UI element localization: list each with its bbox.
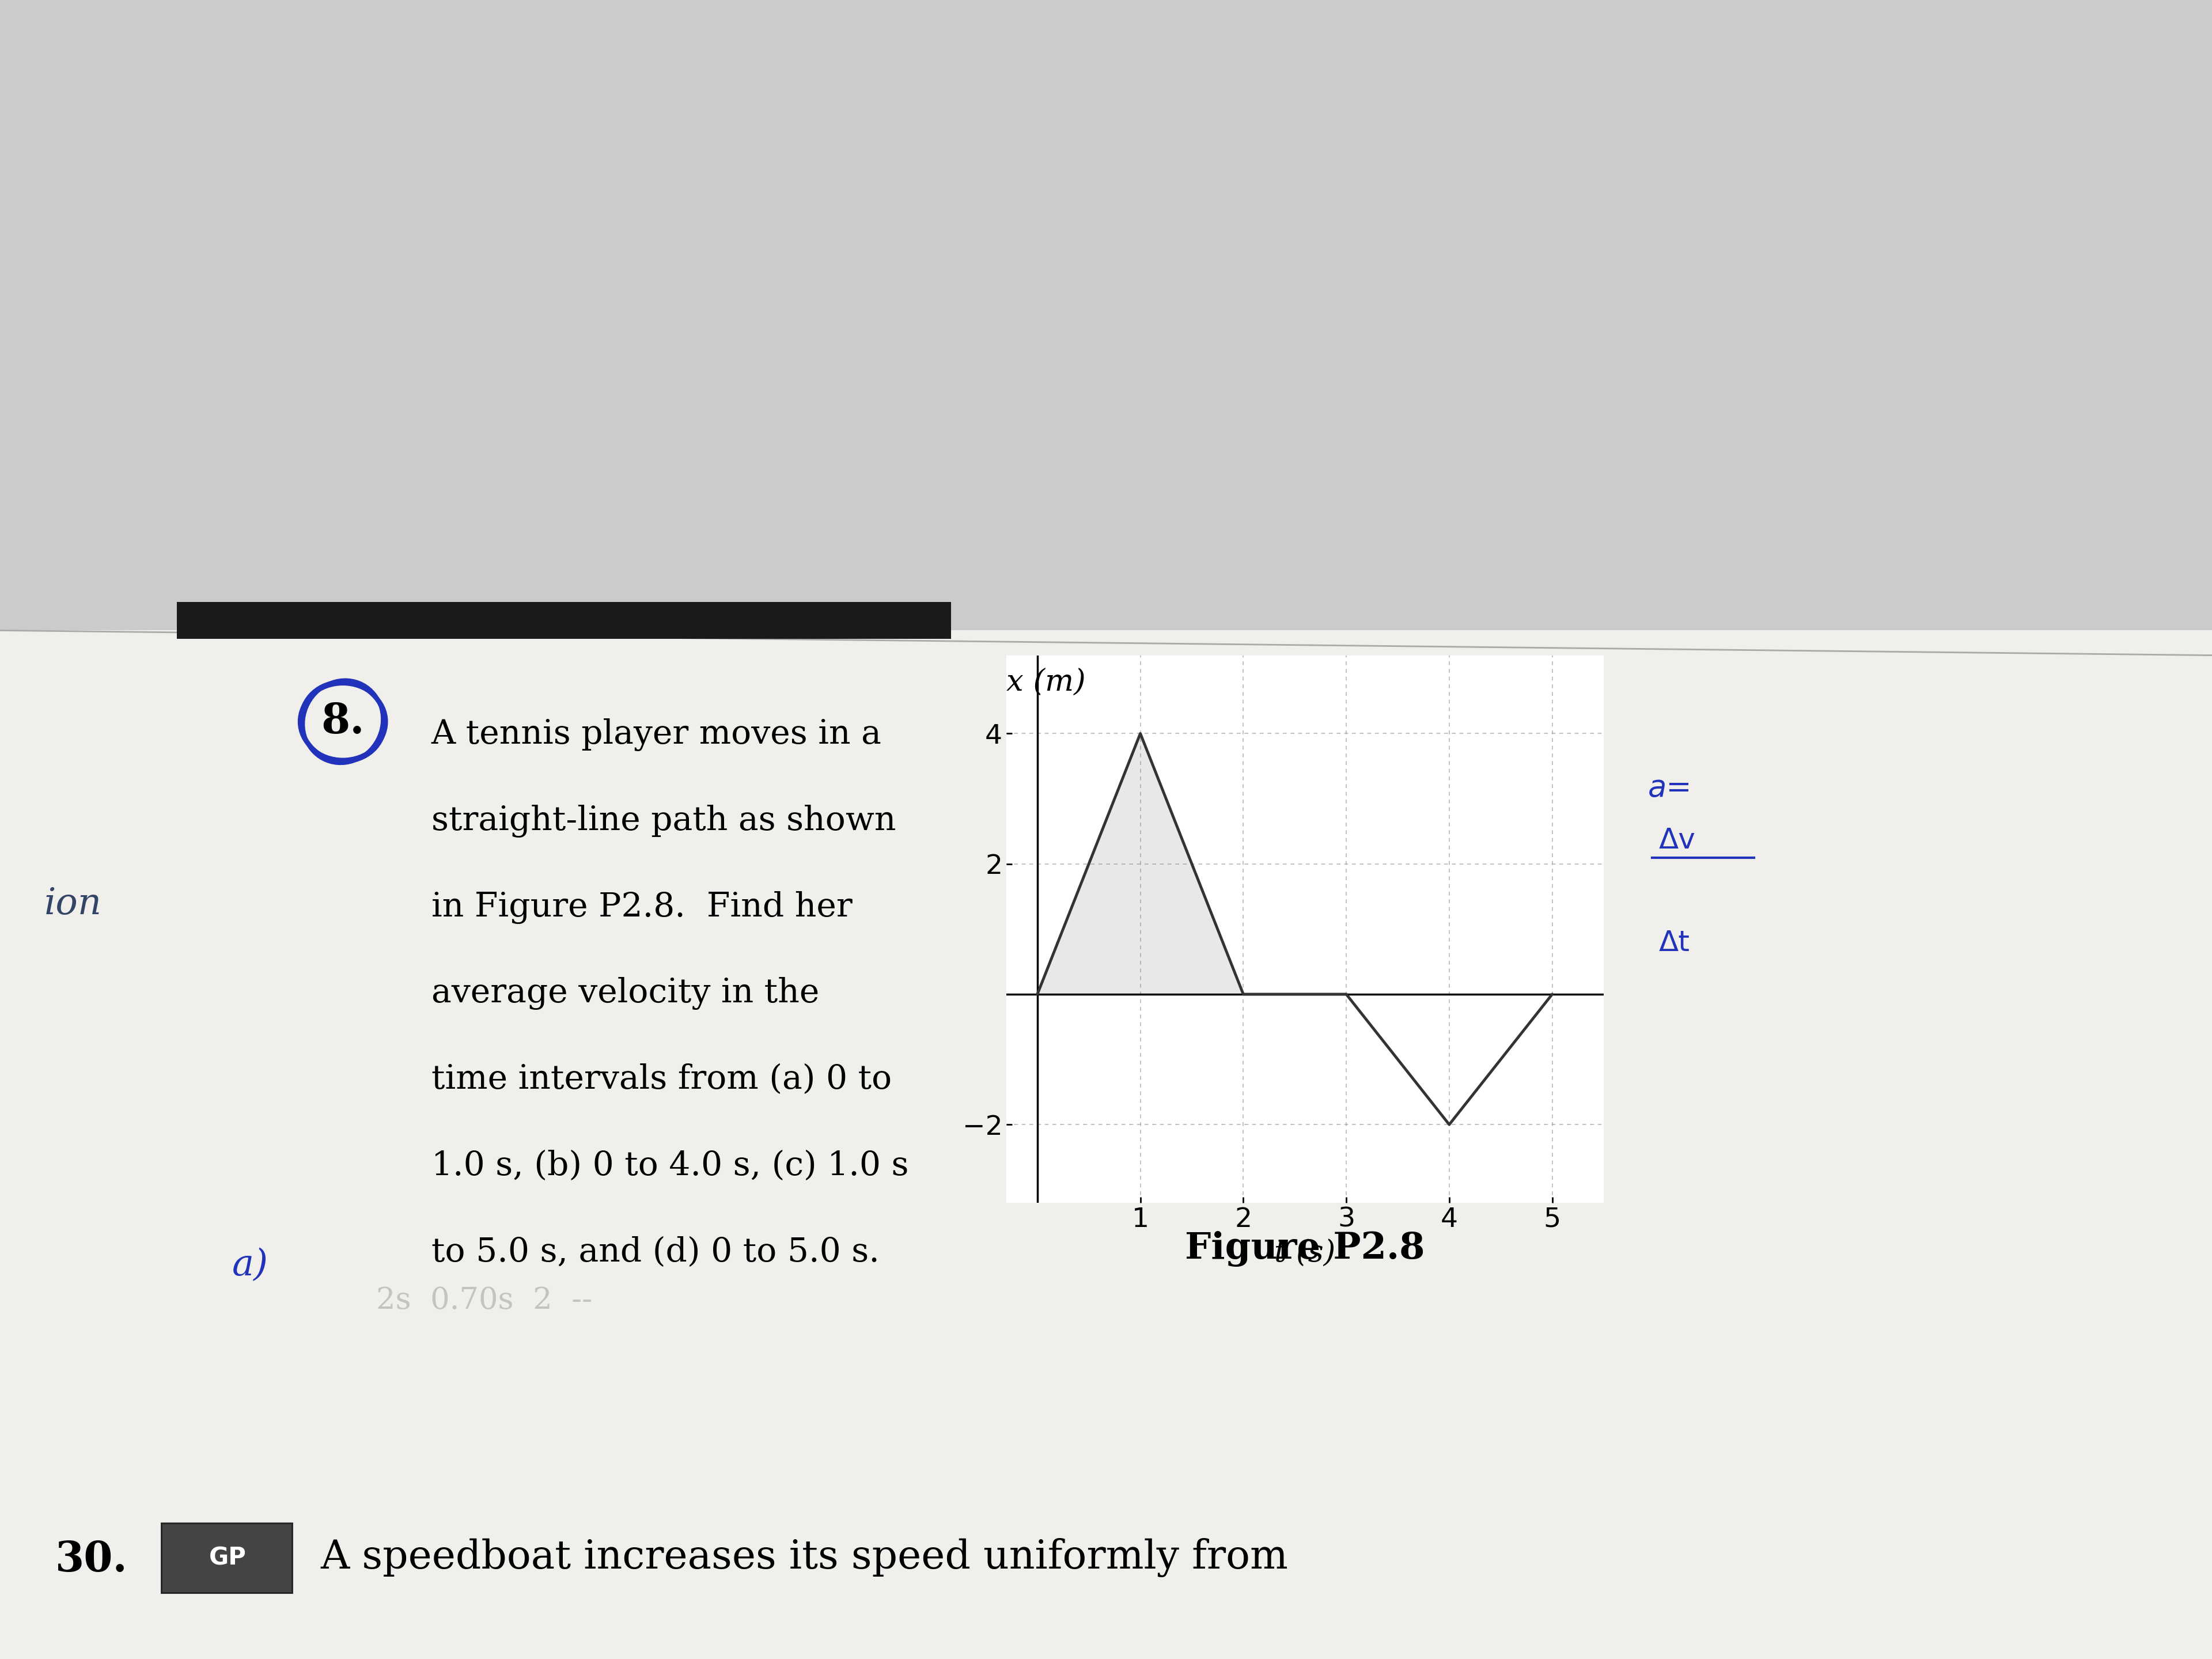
- Text: 30.: 30.: [55, 1540, 128, 1579]
- Bar: [0, 0, 2212, 664]
- Text: a=: a=: [1648, 773, 1692, 803]
- Text: straight-line path as shown: straight-line path as shown: [431, 805, 896, 838]
- Text: average velocity in the: average velocity in the: [431, 977, 818, 1010]
- Text: 8.: 8.: [321, 702, 365, 742]
- Bar: [177, 602, 951, 639]
- Text: x (m): x (m): [1006, 669, 1086, 698]
- Bar: [0, 630, 2212, 1659]
- Polygon shape: [1037, 733, 1243, 994]
- Text: Δv: Δv: [1659, 826, 1697, 854]
- Text: 1.0 s, (b) 0 to 4.0 s, (c) 1.0 s: 1.0 s, (b) 0 to 4.0 s, (c) 1.0 s: [431, 1150, 909, 1181]
- Text: to 5.0 s, and (d) 0 to 5.0 s.: to 5.0 s, and (d) 0 to 5.0 s.: [431, 1236, 880, 1267]
- Text: ion: ion: [44, 886, 102, 922]
- Text: a): a): [232, 1248, 268, 1282]
- Text: 2s  0.70s  2  --: 2s 0.70s 2 --: [376, 1286, 593, 1316]
- X-axis label: t (s): t (s): [1274, 1239, 1336, 1269]
- Text: in Figure P2.8.  Find her: in Figure P2.8. Find her: [431, 891, 852, 924]
- Text: A speedboat increases its speed uniformly from: A speedboat increases its speed uniforml…: [321, 1538, 1287, 1578]
- Text: time intervals from (a) 0 to: time intervals from (a) 0 to: [431, 1063, 891, 1095]
- Text: Figure P2.8: Figure P2.8: [1186, 1231, 1425, 1267]
- FancyBboxPatch shape: [161, 1523, 292, 1593]
- Text: A tennis player moves in a: A tennis player moves in a: [431, 718, 883, 752]
- Text: Δt: Δt: [1659, 929, 1690, 957]
- Text: GP: GP: [210, 1546, 246, 1569]
